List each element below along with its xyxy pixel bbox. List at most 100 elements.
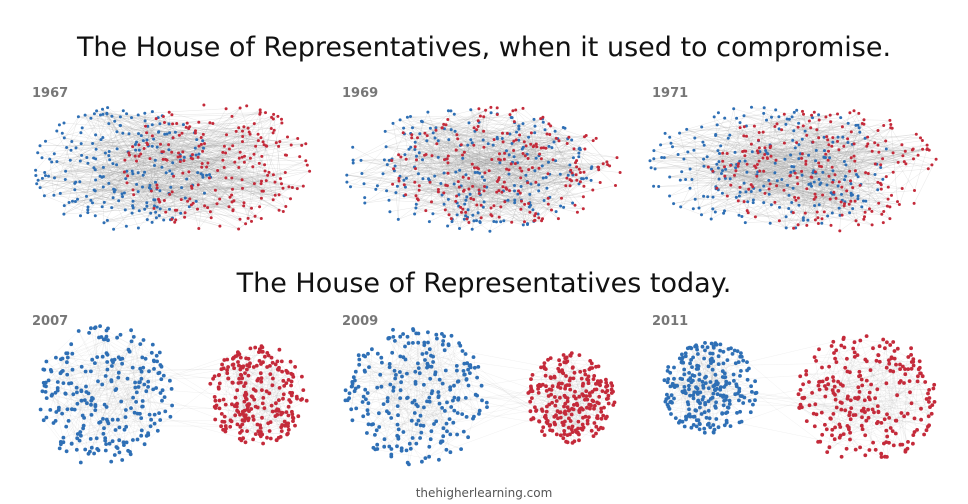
republican-node: [226, 365, 231, 369]
democrat-node: [448, 385, 453, 389]
republican-node: [562, 429, 567, 433]
republican-node: [800, 156, 804, 160]
democrat-node: [171, 161, 175, 165]
republican-node: [898, 379, 903, 383]
republican-node: [245, 429, 250, 433]
republican-node: [281, 378, 286, 383]
republican-node: [248, 346, 253, 351]
republican-node: [530, 389, 535, 394]
republican-node: [526, 391, 531, 395]
republican-node: [539, 365, 543, 370]
republican-node: [146, 143, 150, 147]
democrat-node: [145, 218, 149, 222]
democrat-node: [201, 175, 205, 179]
democrat-node: [416, 366, 421, 370]
democrat-node: [101, 165, 105, 169]
democrat-node: [138, 411, 142, 416]
democrat-node: [396, 435, 401, 439]
democrat-node: [167, 148, 171, 152]
democrat-node: [696, 399, 700, 404]
democrat-node: [414, 441, 419, 446]
democrat-node: [784, 215, 788, 219]
republican-node: [526, 181, 530, 185]
republican-node: [862, 118, 866, 122]
republican-node: [519, 207, 523, 211]
republican-node: [841, 432, 846, 436]
republican-node: [242, 408, 247, 413]
democrat-node: [68, 158, 72, 162]
republican-node: [502, 157, 506, 161]
republican-node: [896, 160, 900, 164]
republican-node: [269, 355, 274, 360]
democrat-node: [732, 107, 736, 111]
republican-node: [909, 366, 914, 371]
democrat-node: [374, 187, 378, 191]
democrat-node: [365, 391, 370, 395]
republican-node: [860, 415, 864, 420]
democrat-node: [143, 207, 147, 211]
republican-node: [834, 196, 838, 200]
democrat-node: [734, 166, 738, 170]
republican-node: [467, 187, 471, 191]
republican-node: [575, 210, 579, 214]
democrat-node: [112, 227, 116, 231]
republican-node: [238, 355, 243, 360]
democrat-node: [421, 423, 426, 428]
republican-node: [235, 388, 240, 393]
republican-node: [832, 351, 836, 355]
republican-node: [560, 196, 563, 200]
republican-node: [840, 125, 844, 129]
democrat-node: [521, 223, 525, 227]
democrat-node: [686, 402, 691, 407]
republican-node: [255, 422, 260, 427]
republican-node: [804, 369, 809, 373]
republican-node: [199, 142, 203, 146]
democrat-node: [366, 351, 370, 356]
democrat-node: [516, 192, 520, 196]
democrat-node: [439, 182, 443, 185]
republican-node: [907, 379, 912, 383]
democrat-node: [131, 438, 135, 442]
democrat-node: [508, 132, 512, 136]
democrat-node: [102, 426, 106, 431]
democrat-node: [559, 204, 563, 208]
republican-node: [242, 393, 247, 398]
democrat-node: [723, 176, 727, 180]
democrat-node: [577, 151, 581, 155]
democrat-node: [195, 138, 199, 142]
democrat-node: [54, 410, 59, 414]
democrat-node: [55, 388, 60, 393]
republican-node: [888, 118, 892, 122]
democrat-node: [801, 216, 805, 220]
democrat-node: [80, 126, 84, 130]
republican-node: [137, 143, 141, 147]
democrat-node: [421, 158, 424, 162]
democrat-node: [452, 182, 456, 186]
republican-node: [807, 403, 812, 408]
republican-node: [848, 410, 852, 415]
republican-node: [291, 419, 295, 423]
democrat-node: [700, 125, 704, 129]
democrat-node: [117, 438, 122, 443]
democrat-node: [443, 409, 447, 413]
republican-node: [598, 181, 602, 184]
republican-node: [812, 424, 817, 429]
democrat-node: [709, 217, 713, 221]
republican-node: [235, 422, 240, 427]
democrat-node: [469, 138, 473, 142]
republican-node: [262, 406, 267, 410]
republican-node: [568, 376, 573, 381]
democrat-node: [75, 390, 79, 395]
republican-node: [754, 166, 758, 170]
democrat-node: [817, 113, 821, 117]
republican-node: [240, 376, 245, 381]
democrat-node: [404, 448, 409, 453]
democrat-node: [99, 113, 102, 117]
republican-node: [199, 136, 203, 139]
democrat-node: [373, 433, 377, 437]
republican-node: [301, 184, 305, 188]
republican-node: [796, 125, 800, 129]
democrat-node: [150, 342, 155, 347]
democrat-node: [122, 191, 126, 195]
republican-node: [847, 413, 852, 418]
